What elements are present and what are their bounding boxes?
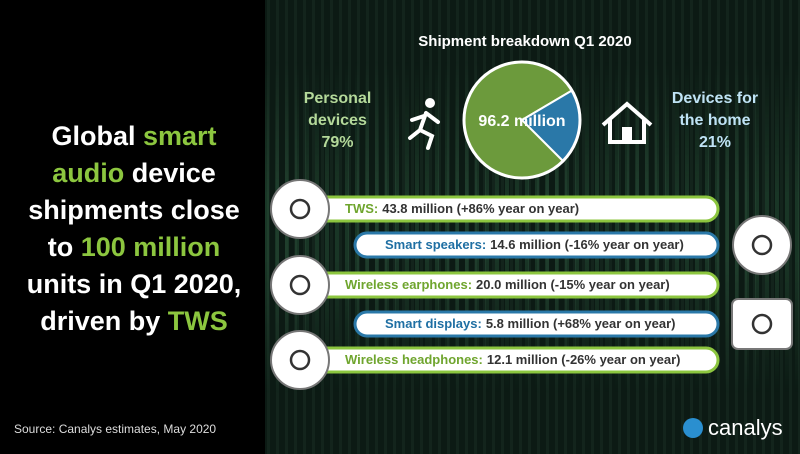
category-share: 21% [698, 134, 732, 151]
segment-detail: 14.6 million (-16% year on year) [490, 237, 684, 252]
headline-highlight: TWS [167, 306, 228, 336]
segment-icon [731, 298, 793, 350]
segment-icon-glyph [751, 234, 773, 256]
segment-detail: 5.8 million (+68% year on year) [486, 316, 676, 331]
category-label: Devices for the home 21% [660, 88, 770, 154]
headline-highlight: 100 million [80, 232, 221, 262]
pie-outline [462, 60, 582, 180]
segment-label: Wireless earphones: [345, 277, 472, 292]
category-share: 79% [321, 134, 354, 151]
headline-text: units in Q1 2020, driven by [26, 269, 242, 336]
headline-highlight: smart audio [52, 121, 217, 188]
segment-icon-glyph [289, 349, 311, 371]
segment-icon [270, 330, 330, 390]
house-icon [601, 101, 653, 144]
category-label: Personal devices 79% [290, 88, 385, 154]
segment-pill [353, 231, 720, 259]
pie-center-label: 96.2 million [478, 113, 565, 130]
left-panel: Global smart audio device shipments clos… [0, 0, 265, 454]
segment-text: Smart speakers: 14.6 million (-16% year o… [385, 237, 684, 252]
segment-rows: TWS: 43.8 million (+86% year on year) Smar… [270, 179, 793, 390]
logo-mark [683, 418, 703, 438]
source: Source: Canalys estimates, May 2020 [14, 422, 216, 436]
runner-icon [408, 98, 440, 150]
segment-label: Smart speakers: [385, 237, 486, 252]
segment-text: Wireless headphones: 12.1 million (-26% y… [345, 352, 681, 367]
category-name: Personal devices [303, 90, 372, 129]
segment-label: Wireless headphones: [345, 352, 483, 367]
segment-text: Smart displays: 5.8 million (+68% year on… [385, 316, 676, 331]
segment-icon [732, 215, 792, 275]
segment-pill [353, 310, 720, 338]
segment-icon-glyph [289, 198, 311, 220]
category-name: Devices for the home [671, 90, 759, 129]
logo: canalys [708, 415, 783, 440]
segment-label: Smart displays: [385, 316, 482, 331]
segment-icon-glyph [751, 313, 773, 335]
headline: Global smart audio device shipments clos… [18, 118, 250, 340]
chart-title: Shipment breakdown Q1 2020 [418, 33, 631, 50]
segment-detail: 12.1 million (-26% year on year) [487, 352, 681, 367]
segment-text: TWS: 43.8 million (+86% year on year) [345, 201, 579, 216]
pie [462, 60, 582, 180]
segment-icon-glyph [289, 274, 311, 296]
headline-text: device shipments close to [28, 158, 240, 262]
headline-text: Global [51, 121, 143, 151]
segment-icon [270, 179, 330, 239]
segment-label: TWS: [345, 201, 378, 216]
segment-text: Wireless earphones: 20.0 million (-15% ye… [345, 277, 670, 292]
segment-detail: 43.8 million (+86% year on year) [382, 201, 579, 216]
segment-detail: 20.0 million (-15% year on year) [476, 277, 670, 292]
segment-icon [270, 255, 330, 315]
